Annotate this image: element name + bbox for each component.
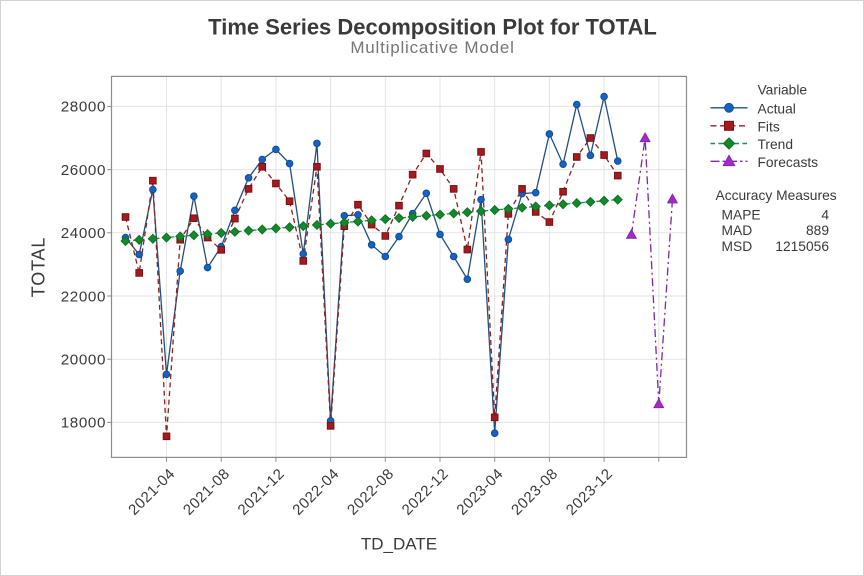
svg-text:Accuracy Measures: Accuracy Measures: [716, 188, 837, 203]
svg-text:18000: 18000: [61, 415, 106, 432]
svg-text:Variable: Variable: [758, 83, 808, 98]
svg-text:Time Series Decomposition Plot: Time Series Decomposition Plot for TOTAL: [208, 15, 657, 40]
svg-text:Actual: Actual: [758, 101, 796, 116]
svg-text:22000: 22000: [61, 288, 106, 305]
svg-text:Trend: Trend: [758, 137, 794, 152]
svg-text:889: 889: [806, 223, 829, 238]
svg-text:MSD: MSD: [722, 239, 753, 254]
svg-text:Multiplicative Model: Multiplicative Model: [350, 38, 514, 57]
svg-text:20000: 20000: [61, 352, 106, 369]
svg-text:TD_DATE: TD_DATE: [361, 535, 437, 554]
svg-text:MAD: MAD: [722, 223, 753, 238]
svg-text:1215056: 1215056: [775, 239, 829, 254]
svg-text:Forecasts: Forecasts: [758, 155, 819, 170]
svg-text:MAPE: MAPE: [722, 207, 761, 222]
svg-text:4: 4: [821, 207, 829, 222]
svg-text:Fits: Fits: [758, 119, 780, 134]
svg-text:28000: 28000: [61, 99, 106, 116]
svg-text:TOTAL: TOTAL: [29, 237, 49, 297]
svg-text:26000: 26000: [61, 162, 106, 179]
svg-text:24000: 24000: [61, 225, 106, 242]
